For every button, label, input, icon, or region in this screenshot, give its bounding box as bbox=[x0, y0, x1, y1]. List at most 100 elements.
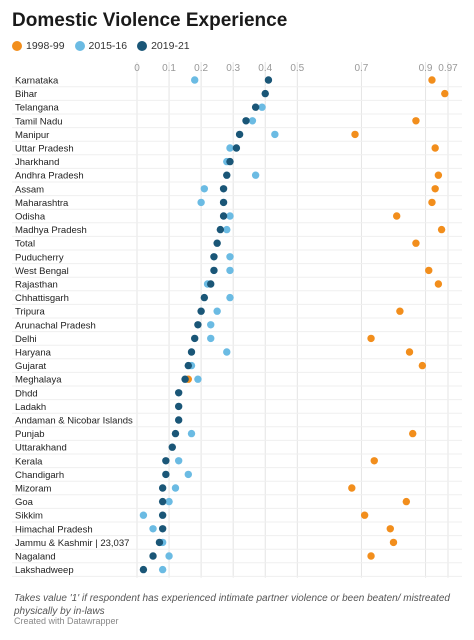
dot-2019-21-10 bbox=[219, 212, 228, 220]
category-label: Manipur bbox=[15, 130, 49, 141]
dot-2019-21-9 bbox=[219, 198, 228, 207]
dot-1998-99-17 bbox=[396, 307, 404, 315]
dot-2019-21-0 bbox=[264, 76, 273, 84]
legend-label-2015-16: 2015-16 bbox=[88, 40, 128, 52]
dot-2019-21-33 bbox=[158, 525, 167, 533]
dot-2015-16-16 bbox=[226, 293, 234, 302]
x-tick-label: 0.7 bbox=[354, 63, 368, 74]
dot-2019-21-1 bbox=[261, 89, 269, 98]
category-label: Mizoram bbox=[15, 484, 52, 495]
chart-note: Takes value '1' if respondent has experi… bbox=[14, 593, 450, 617]
category-label: Haryana bbox=[15, 348, 52, 359]
category-label: Himachal Pradesh bbox=[15, 524, 93, 535]
dot-2015-16-31 bbox=[165, 497, 173, 506]
dot-2019-21-13 bbox=[210, 253, 218, 261]
dot-2015-16-10 bbox=[226, 212, 234, 220]
x-tick-label: 0.4 bbox=[258, 63, 272, 74]
dot-2019-21-14 bbox=[210, 266, 218, 275]
dot-2019-21-20 bbox=[187, 348, 196, 356]
x-tick-label: 0.9 bbox=[419, 63, 433, 74]
dot-1998-99-30 bbox=[348, 484, 356, 492]
x-tick-label: 0 bbox=[134, 63, 140, 74]
category-label: Sikkim bbox=[15, 511, 43, 522]
legend-label-2019-21: 2019-21 bbox=[151, 40, 190, 52]
x-tick-label: 0.5 bbox=[290, 63, 304, 74]
chart-credit: Created with Datawrapper bbox=[14, 616, 119, 626]
dot-2019-21-11 bbox=[216, 225, 225, 234]
legend-swatch-2015-16 bbox=[74, 41, 85, 51]
category-label: Tripura bbox=[15, 307, 45, 318]
dot-2015-16-13 bbox=[226, 253, 234, 261]
dot-1998-99-10 bbox=[393, 212, 401, 220]
category-label: Arunachal Pradesh bbox=[15, 320, 96, 331]
dot-2019-21-16 bbox=[200, 293, 209, 302]
category-label: Odisha bbox=[15, 212, 46, 223]
dot-2019-21-22 bbox=[181, 375, 189, 383]
legend-item-2015-16: 2015-16 bbox=[74, 40, 128, 52]
dot-2015-16-19 bbox=[207, 334, 215, 343]
category-label: Tamil Nadu bbox=[15, 116, 63, 127]
dot-2015-16-11 bbox=[223, 225, 231, 234]
dot-2015-16-20 bbox=[223, 348, 231, 356]
dot-1998-99-3 bbox=[412, 117, 420, 125]
x-tick-label: 0.97 bbox=[438, 63, 458, 74]
dot-1998-99-15 bbox=[434, 280, 443, 288]
dot-2015-16-33 bbox=[149, 525, 157, 533]
category-label: Chandigarh bbox=[15, 470, 64, 481]
category-label: Total bbox=[15, 239, 35, 250]
dot-2019-21-21 bbox=[184, 361, 192, 370]
dot-2015-16-30 bbox=[171, 484, 180, 492]
dot-1998-99-1 bbox=[441, 89, 449, 98]
dot-2015-16-2 bbox=[258, 103, 266, 111]
category-label: Goa bbox=[15, 497, 34, 508]
category-label: West Bengal bbox=[15, 266, 69, 277]
category-label: Meghalaya bbox=[15, 375, 62, 386]
dot-2015-16-4 bbox=[271, 130, 279, 139]
dot-2019-21-18 bbox=[194, 321, 202, 329]
category-label: Assam bbox=[15, 184, 44, 195]
legend-swatch-1998-99 bbox=[12, 41, 22, 51]
dot-1998-99-26 bbox=[409, 429, 417, 438]
legend-item-2019-21: 2019-21 bbox=[137, 40, 190, 52]
legend-swatch-2019-21 bbox=[137, 41, 148, 51]
dot-1998-99-7 bbox=[434, 171, 443, 179]
dot-2019-21-17 bbox=[197, 307, 205, 315]
category-label: Jharkhand bbox=[15, 157, 59, 168]
dot-2015-16-26 bbox=[187, 429, 196, 438]
dot-1998-99-9 bbox=[428, 198, 436, 207]
dot-2019-21-2 bbox=[251, 103, 260, 111]
dot-1998-99-34 bbox=[389, 538, 398, 547]
dot-2015-16-3 bbox=[248, 117, 257, 125]
dot-1998-99-19 bbox=[367, 334, 375, 343]
dot-1998-99-4 bbox=[351, 130, 359, 139]
dot-2019-21-5 bbox=[232, 144, 241, 152]
dot-2019-21-4 bbox=[235, 130, 244, 139]
chart-title: Domestic Violence Experience bbox=[12, 10, 288, 31]
dot-1998-99-31 bbox=[402, 497, 411, 506]
dot-2019-21-31 bbox=[158, 497, 167, 506]
dot-2015-16-36 bbox=[158, 565, 167, 574]
category-label: Ladakh bbox=[15, 402, 46, 413]
dot-2015-16-29 bbox=[184, 470, 192, 479]
dot-2015-16-9 bbox=[197, 198, 205, 207]
dot-2015-16-17 bbox=[213, 307, 221, 315]
dot-2015-16-35 bbox=[165, 552, 173, 560]
category-label: Kerala bbox=[15, 456, 43, 467]
category-label: Gujarat bbox=[15, 361, 47, 372]
dot-2019-21-30 bbox=[158, 484, 167, 492]
dot-2019-21-32 bbox=[158, 511, 167, 519]
dot-2019-21-36 bbox=[139, 565, 148, 574]
dot-1998-99-32 bbox=[360, 511, 369, 519]
category-label: Chhattisgarh bbox=[15, 293, 69, 304]
legend-label-1998-99: 1998-99 bbox=[26, 40, 65, 52]
category-label: Telangana bbox=[15, 103, 60, 114]
dot-plot-chart: 0 0.1 0.2 0.3 0.4 0.5 0.7 0.9 0.97 Karnataka Bihar… bbox=[12, 62, 462, 578]
category-label: Andhra Pradesh bbox=[15, 171, 84, 182]
dot-1998-99-5 bbox=[431, 144, 439, 152]
dot-2019-21-35 bbox=[149, 552, 157, 560]
category-label: Nagaland bbox=[15, 552, 56, 563]
category-label: Dhdd bbox=[15, 388, 38, 399]
legend: 1998-99 2015-16 2019-21 bbox=[12, 40, 190, 52]
category-label: Rajasthan bbox=[15, 280, 58, 291]
dot-1998-99-11 bbox=[437, 225, 446, 234]
